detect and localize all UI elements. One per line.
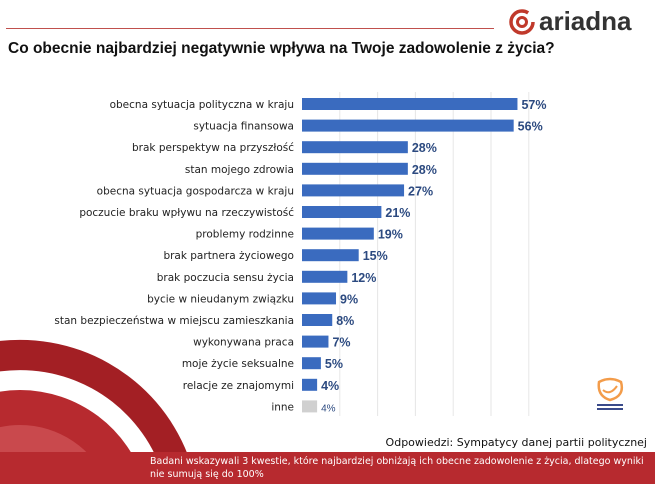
category-label: stan bezpieczeństwa w miejscu zamieszkan…	[54, 315, 294, 327]
value-label: 27%	[408, 184, 433, 198]
category-label: problemy rodzinne	[196, 229, 294, 241]
value-label: 19%	[378, 228, 403, 242]
bar	[302, 400, 318, 413]
category-label: brak partnera życiowego	[163, 250, 294, 262]
value-label: 9%	[340, 292, 358, 306]
value-label: 21%	[385, 206, 410, 220]
bar	[302, 249, 359, 262]
respondents-note: Odpowiedzi: Sympatycy danej partii polit…	[385, 436, 647, 449]
category-label: obecna sytuacja polityczna w kraju	[110, 99, 294, 111]
ariadna-logo-text: ariadna	[539, 6, 632, 36]
header-rule	[6, 28, 494, 29]
value-label: 4%	[321, 403, 336, 414]
category-label: wykonywana praca	[193, 337, 294, 349]
value-label: 57%	[521, 98, 546, 112]
bar	[302, 98, 518, 110]
bar	[302, 292, 337, 305]
bar	[302, 270, 348, 283]
category-label: poczucie braku wpływu na rzeczywistość	[79, 207, 294, 219]
party-logo	[597, 377, 624, 410]
value-label: 56%	[518, 120, 543, 134]
category-label: brak poczucia sensu życia	[157, 272, 294, 284]
chart-title: Co obecnie najbardziej negatywnie wpływa…	[8, 40, 555, 57]
category-label: relacje ze znajomymi	[183, 380, 294, 392]
category-label: obecna sytuacja gospodarcza w kraju	[97, 185, 294, 197]
category-label: stan mojego zdrowia	[185, 164, 294, 176]
value-label: 15%	[363, 249, 388, 263]
bar	[302, 206, 382, 218]
ariadna-logo: ariadna	[508, 6, 632, 37]
value-label: 5%	[325, 357, 343, 371]
bar	[302, 141, 408, 154]
category-label: brak perspektyw na przyszłość	[132, 142, 294, 154]
value-label: 28%	[412, 163, 437, 177]
value-label: 28%	[412, 141, 437, 155]
bar	[302, 162, 408, 175]
bar	[302, 378, 318, 391]
footnote: Badani wskazywali 3 kwestie, które najba…	[150, 456, 644, 480]
category-label: moje życie seksualne	[182, 358, 294, 370]
bar	[302, 119, 514, 132]
value-label: 12%	[351, 271, 376, 285]
category-label: inne	[271, 401, 294, 413]
category-label: sytuacja finansowa	[193, 121, 294, 133]
bar-chart: obecna sytuacja polityczna w kraju 57% syt…	[54, 92, 546, 416]
bar	[302, 335, 329, 348]
bar	[302, 357, 321, 370]
footer-band	[0, 452, 655, 484]
bar	[302, 314, 333, 326]
bar	[302, 184, 405, 197]
bar	[302, 227, 374, 240]
value-label: 8%	[336, 314, 354, 328]
category-label: bycie w nieudanym związku	[147, 293, 294, 305]
ariadna-logo-icon	[509, 8, 535, 35]
value-label: 4%	[321, 379, 339, 393]
value-label: 7%	[332, 336, 350, 350]
